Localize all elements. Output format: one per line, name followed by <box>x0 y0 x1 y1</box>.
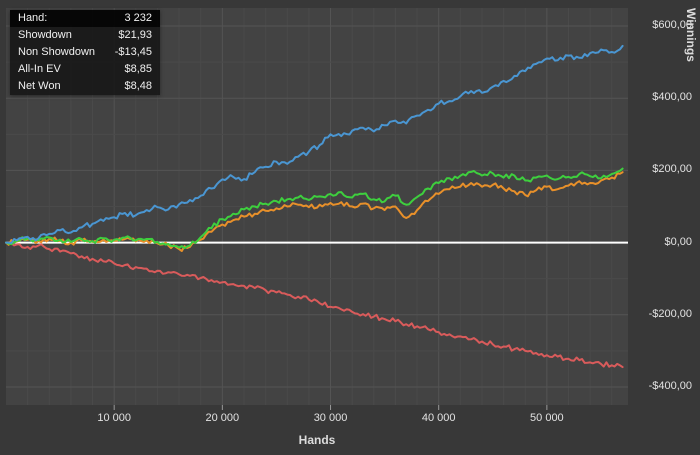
series-non-showdown <box>5 241 624 369</box>
legend-row: All-In EV $8,85 <box>10 61 160 78</box>
legend-label: Hand: <box>18 12 48 24</box>
legend-value: 3 232 <box>124 12 152 24</box>
x-axis-title: Hands <box>298 433 336 447</box>
legend-label: All-In EV <box>18 63 61 75</box>
x-tick-label: 30 000 <box>313 412 348 424</box>
y-tick-label: $200,00 <box>652 163 692 176</box>
legend-value: $21,93 <box>118 29 152 41</box>
legend-row: Showdown $21,93 <box>10 27 160 44</box>
legend-value: $8,85 <box>124 63 152 75</box>
legend-box: Hand: 3 232 Showdown $21,93 Non Showdown -$13… <box>10 10 160 95</box>
series-net-won <box>5 167 624 250</box>
legend-row: Non Showdown -$13,45 <box>10 44 160 61</box>
x-tick-label: 50 000 <box>530 412 564 424</box>
y-tick-label: $0,00 <box>664 235 692 248</box>
legend-row: Hand: 3 232 <box>10 10 160 27</box>
legend-value: -$13,45 <box>114 46 152 58</box>
y-tick-label: $400,00 <box>652 91 692 104</box>
legend-label: Non Showdown <box>18 46 96 58</box>
legend-label: Showdown <box>18 29 72 41</box>
x-tick-label: 20 000 <box>205 412 240 424</box>
legend-label: Net Won <box>18 80 61 92</box>
y-tick-label: -$400,00 <box>648 379 692 392</box>
legend-value: $8,48 <box>124 80 152 92</box>
y-tick-label: $600,00 <box>652 19 692 32</box>
legend-row: Net Won $8,48 <box>10 78 160 95</box>
x-tick-label: 40 000 <box>421 412 456 424</box>
x-tick-label: 10 000 <box>97 412 131 424</box>
series-showdown <box>5 44 624 244</box>
y-tick-label: -$200,00 <box>648 307 692 320</box>
y-axis-title: Winnings <box>684 8 698 62</box>
